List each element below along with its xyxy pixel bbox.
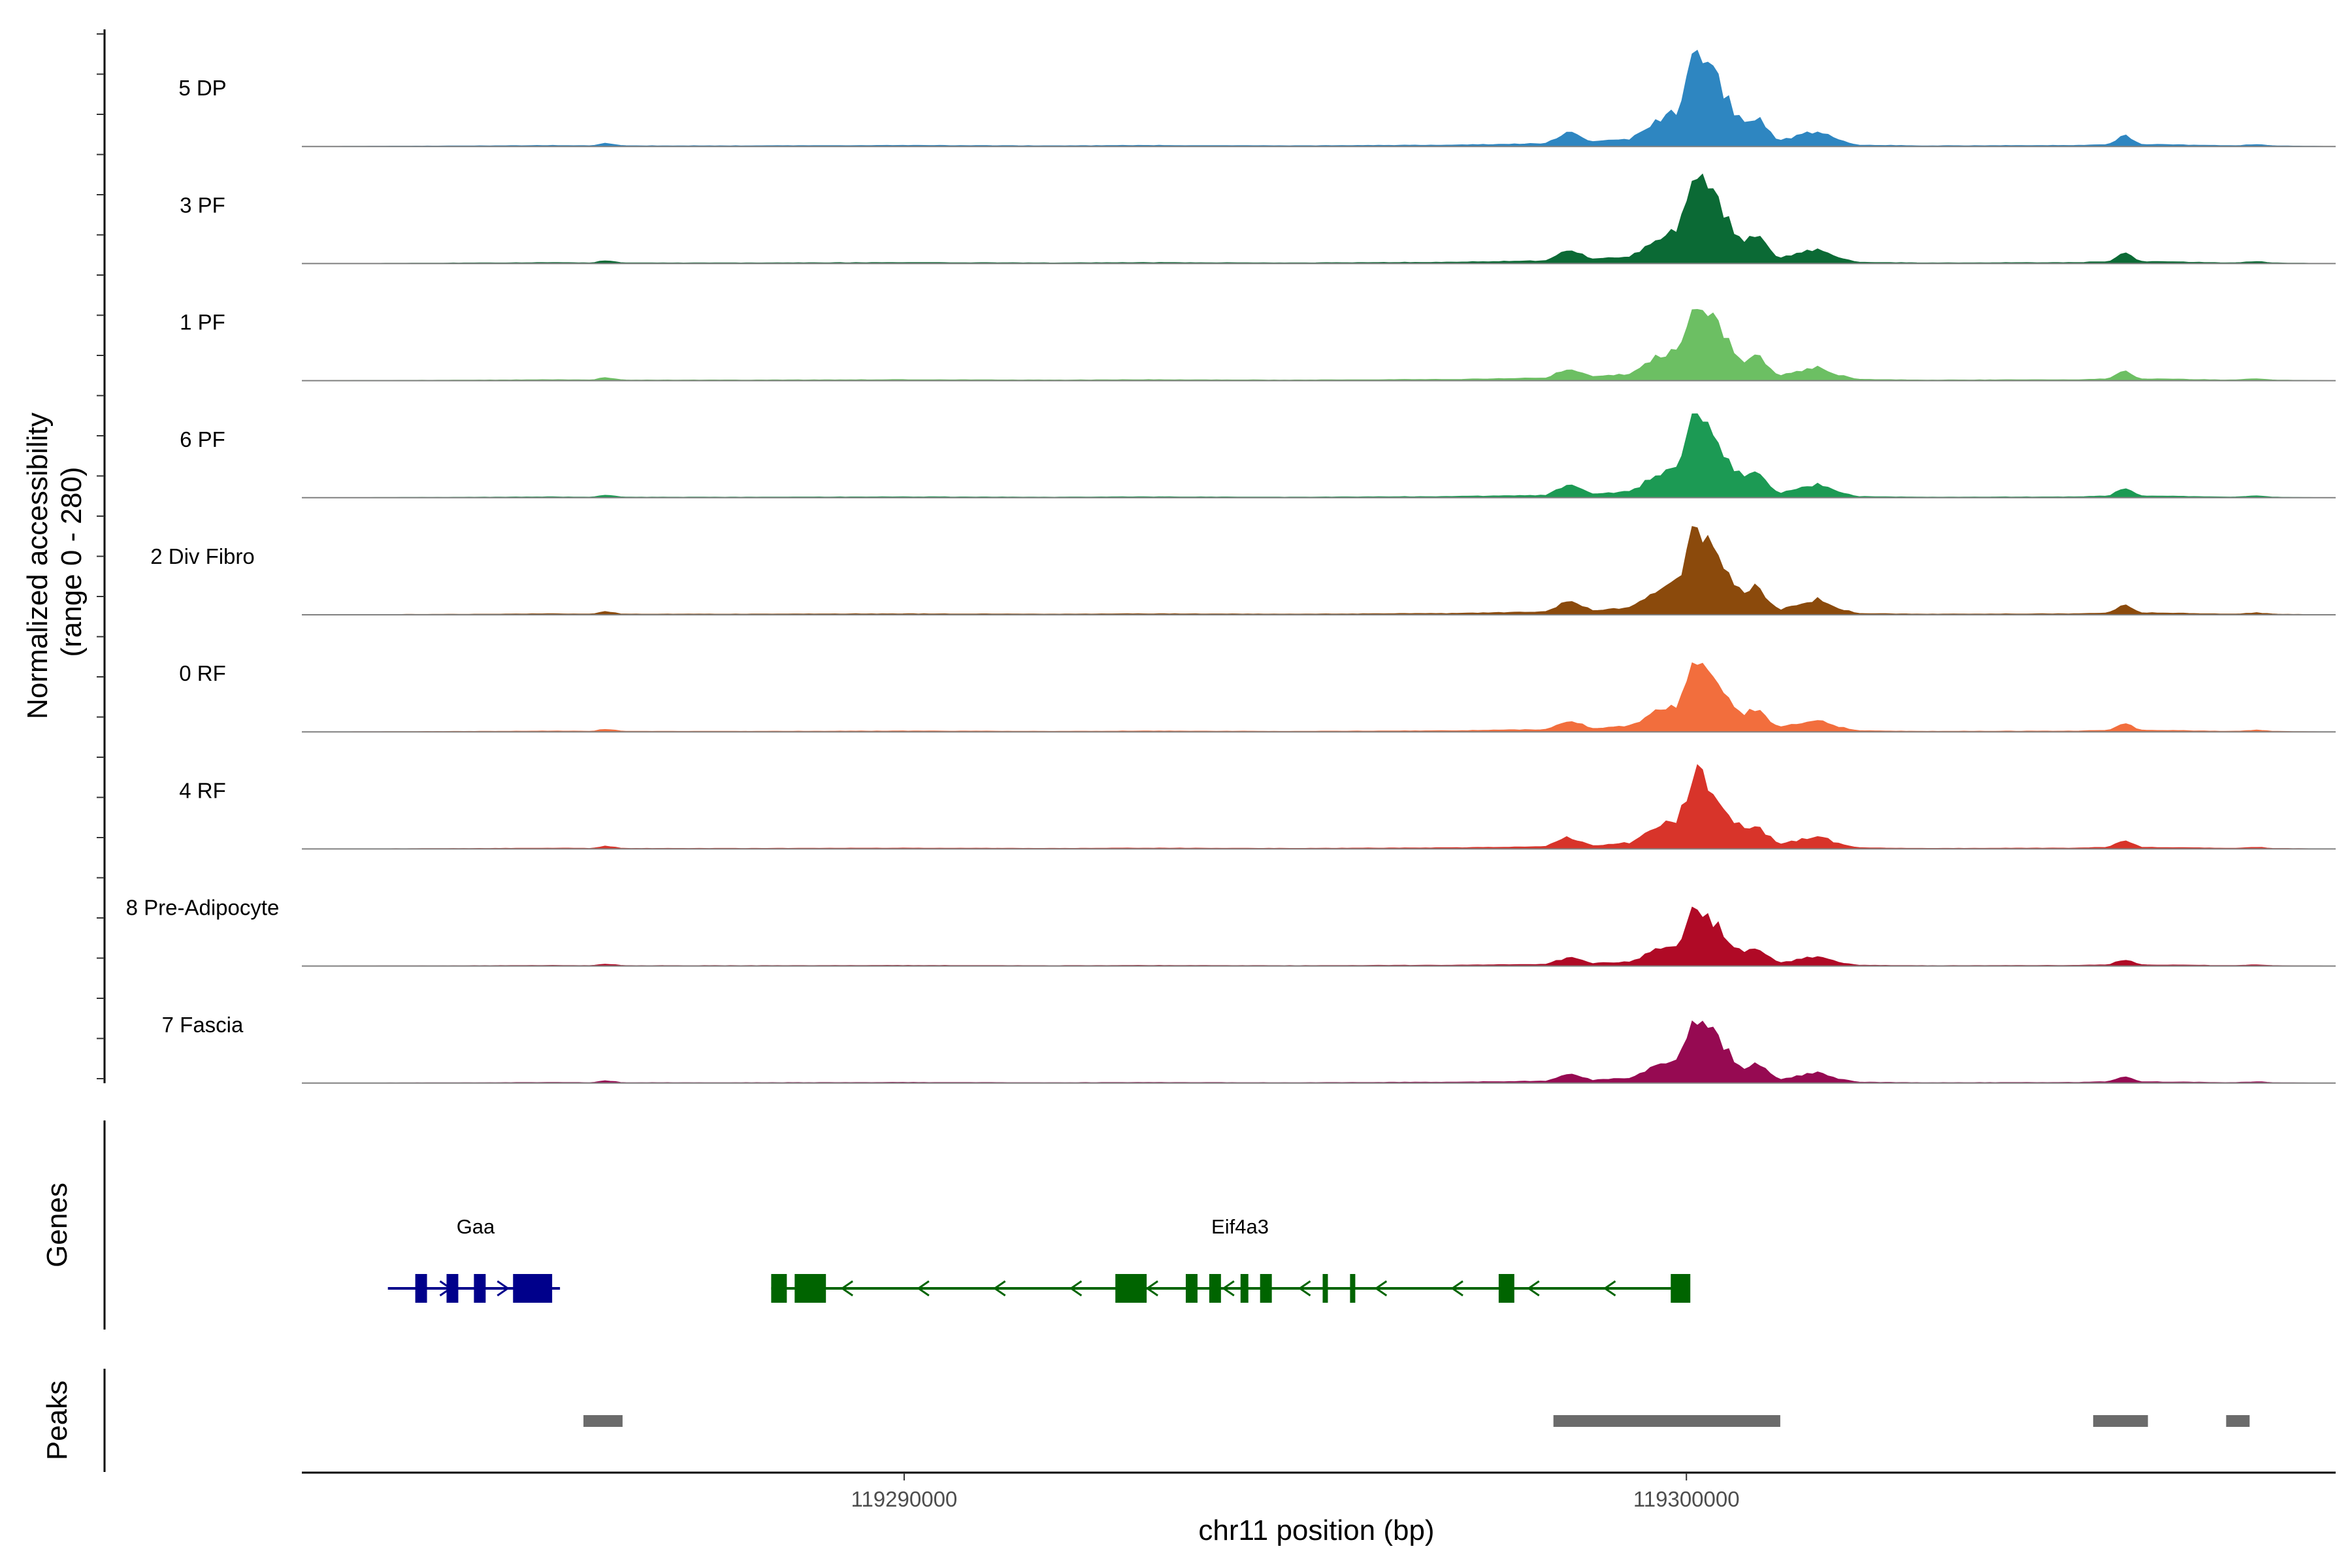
x-tick-label: 119290000 bbox=[851, 1487, 958, 1511]
gene-gaa: Gaa bbox=[387, 1215, 561, 1303]
gene-annotations: Gaa Eif4a3 bbox=[387, 1215, 1691, 1303]
peak-region bbox=[2093, 1415, 2148, 1427]
track-7-fascia: 7 Fascia bbox=[162, 1013, 2336, 1084]
strand-arrow bbox=[1222, 1280, 1235, 1297]
coverage-area-3-pf bbox=[302, 173, 2336, 264]
strand-arrow bbox=[840, 1280, 853, 1297]
track-6-pf: 6 PF bbox=[180, 413, 2336, 498]
x-axis-title: chr11 position (bp) bbox=[1198, 1514, 1434, 1546]
gene-exon bbox=[474, 1274, 486, 1303]
track-label: 8 Pre-Adipocyte bbox=[126, 896, 280, 920]
track-4-rf: 4 RF bbox=[179, 764, 2336, 850]
strand-arrow bbox=[1298, 1280, 1311, 1297]
peaks-panel-title: Peaks bbox=[41, 1380, 73, 1460]
gene-exon bbox=[415, 1274, 427, 1303]
track-label: 4 RF bbox=[179, 778, 226, 802]
strand-arrow bbox=[1603, 1280, 1616, 1297]
strand-arrow bbox=[917, 1280, 930, 1297]
track-label: 2 Div Fibro bbox=[150, 544, 255, 568]
x-axis-ticks: 119290000 119300000 bbox=[851, 1473, 1740, 1511]
gene-label: Eif4a3 bbox=[1211, 1215, 1269, 1238]
gene-exon bbox=[1498, 1274, 1514, 1303]
track-label: 5 DP bbox=[178, 76, 226, 100]
track-3-pf: 3 PF bbox=[180, 173, 2336, 265]
gene-exon bbox=[1350, 1274, 1356, 1303]
peak-region bbox=[583, 1415, 623, 1427]
track-0-rf: 0 RF bbox=[179, 661, 2336, 733]
gene-exon bbox=[771, 1274, 787, 1303]
gene-exon bbox=[1185, 1274, 1198, 1303]
strand-arrow bbox=[1527, 1280, 1540, 1297]
peak-region bbox=[2226, 1415, 2250, 1427]
strand-arrow bbox=[992, 1280, 1006, 1297]
strand-arrow bbox=[497, 1280, 510, 1297]
peak-regions bbox=[583, 1415, 2250, 1427]
gene-eif4a3: Eif4a3 bbox=[771, 1215, 1691, 1303]
track-label: 7 Fascia bbox=[162, 1013, 244, 1037]
gene-label: Gaa bbox=[457, 1215, 495, 1238]
peak-region bbox=[1553, 1415, 1780, 1427]
coverage-tracks: 5 DP 3 PF 1 PF 6 PF 2 Div Fibro 0 RF 4 RF 8 Pre… bbox=[126, 50, 2336, 1084]
strand-arrow bbox=[1374, 1280, 1388, 1297]
track-label: 6 PF bbox=[180, 427, 225, 451]
gene-exon bbox=[1240, 1274, 1249, 1303]
gene-exon bbox=[794, 1274, 826, 1303]
y-axis-title: Normalized accessibility (range 0 - 280) bbox=[22, 404, 88, 719]
gene-exon bbox=[446, 1274, 459, 1303]
gene-exon bbox=[1209, 1274, 1221, 1303]
track-label: 0 RF bbox=[179, 661, 226, 685]
strand-arrow bbox=[1145, 1280, 1158, 1297]
strand-arrow bbox=[1450, 1280, 1463, 1297]
genes-panel-title: Genes bbox=[41, 1183, 73, 1267]
strand-arrow bbox=[1069, 1280, 1083, 1297]
track-2-div-fibro: 2 Div Fibro bbox=[150, 526, 2336, 615]
gene-exon bbox=[1671, 1274, 1691, 1303]
track-1-pf: 1 PF bbox=[180, 308, 2336, 382]
track-8-pre-adipocyte: 8 Pre-Adipocyte bbox=[126, 896, 2336, 967]
x-tick-label: 119300000 bbox=[1633, 1487, 1740, 1511]
coverage-area-5-dp bbox=[302, 50, 2336, 147]
gene-exon bbox=[513, 1274, 553, 1303]
gene-exon bbox=[1322, 1274, 1328, 1303]
coverage-y-axis bbox=[97, 29, 106, 1083]
gene-exon bbox=[1115, 1274, 1147, 1303]
track-label: 1 PF bbox=[180, 310, 225, 335]
track-label: 3 PF bbox=[180, 193, 225, 217]
track-5-dp: 5 DP bbox=[178, 50, 2336, 148]
gene-exon bbox=[1260, 1274, 1272, 1303]
